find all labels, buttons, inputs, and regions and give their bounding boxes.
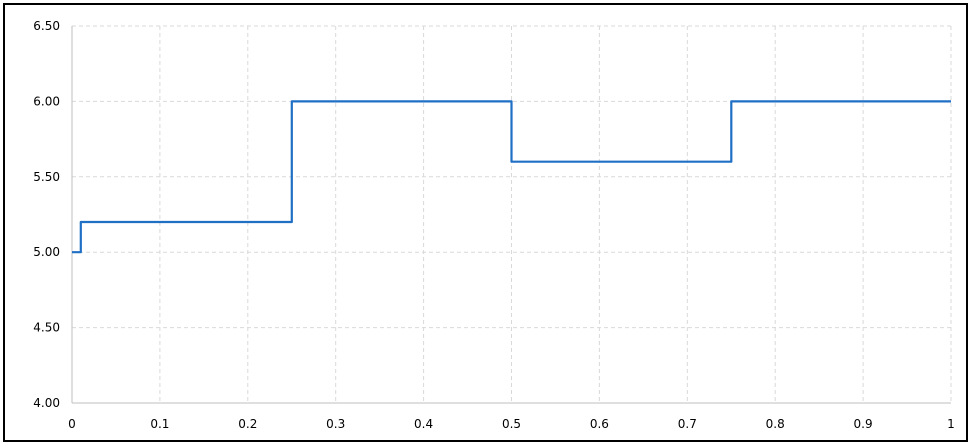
series-line — [72, 100, 951, 254]
x-tick-label: 0.4 — [414, 417, 433, 431]
x-tick-label: 1 — [947, 417, 955, 431]
x-tick-label: 0.8 — [766, 417, 785, 431]
y-tick-label: 4.50 — [33, 321, 60, 335]
x-tick-label: 0.5 — [502, 417, 521, 431]
y-tick-label: 6.50 — [33, 19, 60, 33]
x-tick-label: 0.7 — [678, 417, 697, 431]
grid-layer — [72, 25, 952, 403]
x-tick-label: 0 — [68, 417, 76, 431]
tick-layer: 0 0.1 0.2 0.3 0.4 0.5 0.6 0.7 0.8 0.9 1 4.00 4.50 5.0… — [33, 19, 955, 431]
x-tick-label: 0.2 — [238, 417, 257, 431]
x-tick-label: 0.9 — [854, 417, 873, 431]
y-tick-label: 6.00 — [33, 94, 60, 108]
x-tick-label: 0.3 — [326, 417, 345, 431]
x-tick-label: 0.6 — [590, 417, 609, 431]
y-tick-label: 5.00 — [33, 245, 60, 259]
x-tick-label: 0.1 — [150, 417, 169, 431]
y-tick-label: 5.50 — [33, 170, 60, 184]
chart-frame: 0 0.1 0.2 0.3 0.4 0.5 0.6 0.7 0.8 0.9 1 4.00 4.50 5.0… — [3, 3, 968, 442]
axis-layer — [71, 26, 951, 404]
y-tick-label: 4.00 — [33, 396, 60, 410]
series-layer — [72, 100, 951, 254]
line-chart: 0 0.1 0.2 0.3 0.4 0.5 0.6 0.7 0.8 0.9 1 4.00 4.50 5.0… — [33, 19, 955, 431]
